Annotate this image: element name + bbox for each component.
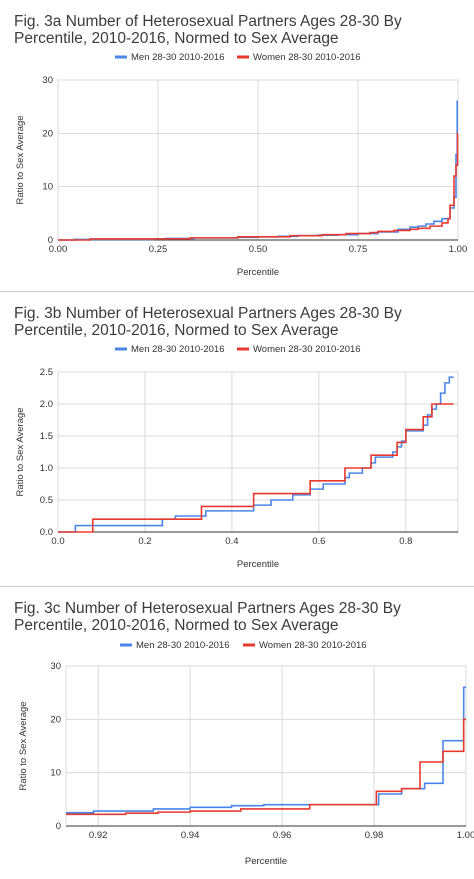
chart-title: Fig. 3a Number of Heterosexual Partners … [14, 13, 402, 30]
x-axis-title: Percentile [237, 559, 279, 570]
x-tick-label: 0.98 [365, 830, 384, 841]
y-axis-title: Ratio to Sex Average [15, 407, 26, 496]
x-tick-label: 0.0 [51, 536, 64, 547]
x-tick-label: 0.25 [149, 244, 168, 255]
legend-item: Women 28-30 2010-2016 [259, 640, 367, 651]
legend-item: Men 28-30 2010-2016 [136, 640, 230, 651]
x-tick-label: 0.96 [273, 830, 292, 841]
series-line [66, 718, 466, 816]
chart-figure-3c: Fig. 3c Number of Heterosexual Partners … [14, 600, 474, 867]
y-tick-label: 10 [42, 182, 53, 193]
y-tick-label: 30 [50, 661, 61, 672]
x-tick-label: 0.94 [181, 830, 200, 841]
chart-figure-3a: Fig. 3a Number of Heterosexual Partners … [14, 13, 468, 278]
x-axis-title: Percentile [237, 267, 279, 278]
x-axis-title: Percentile [245, 856, 287, 867]
chart-title-line-2: Percentile, 2010-2016, Normed to Sex Ave… [14, 617, 339, 634]
x-tick-label: 1.00 [457, 830, 474, 841]
series-line [58, 132, 459, 241]
x-tick-label: 0.2 [138, 536, 151, 547]
chart-title: Fig. 3c Number of Heterosexual Partners … [14, 600, 401, 617]
y-tick-label: 10 [50, 768, 61, 779]
x-tick-label: 0.50 [249, 244, 268, 255]
y-axis-title: Ratio to Sex Average [15, 115, 26, 204]
y-tick-label: 0.5 [40, 495, 53, 506]
chart-title-line-2: Percentile, 2010-2016, Normed to Sex Ave… [14, 30, 339, 47]
legend-item: Men 28-30 2010-2016 [131, 52, 225, 63]
chart-separator [0, 586, 474, 587]
y-tick-label: 20 [42, 128, 53, 139]
x-tick-label: 0.6 [312, 536, 325, 547]
y-tick-label: 20 [50, 714, 61, 725]
chart-title: Fig. 3b Number of Heterosexual Partners … [14, 305, 402, 322]
legend-item: Women 28-30 2010-2016 [253, 52, 361, 63]
x-tick-label: 1.00 [449, 244, 468, 255]
legend-item: Women 28-30 2010-2016 [253, 344, 361, 355]
x-tick-label: 0.00 [49, 244, 68, 255]
y-tick-label: 0.0 [40, 527, 53, 538]
x-tick-label: 0.4 [225, 536, 238, 547]
y-tick-label: 1.0 [40, 463, 53, 474]
chart-title-line-2: Percentile, 2010-2016, Normed to Sex Ave… [14, 322, 339, 339]
y-tick-label: 30 [42, 75, 53, 86]
y-tick-label: 1.5 [40, 431, 53, 442]
plot-area [57, 371, 459, 533]
y-tick-label: 0 [48, 235, 53, 246]
y-tick-label: 0 [56, 821, 61, 832]
x-tick-label: 0.75 [349, 244, 368, 255]
chart-figure-3b: Fig. 3b Number of Heterosexual Partners … [14, 305, 459, 570]
x-tick-label: 0.92 [89, 830, 108, 841]
plot-area [65, 665, 467, 827]
y-tick-label: 2.0 [40, 399, 53, 410]
y-axis-title: Ratio to Sex Average [18, 701, 29, 790]
chart-separator [0, 291, 474, 292]
legend-item: Men 28-30 2010-2016 [131, 344, 225, 355]
x-tick-label: 0.8 [399, 536, 412, 547]
series-line [58, 403, 454, 533]
y-tick-label: 2.5 [40, 367, 53, 378]
